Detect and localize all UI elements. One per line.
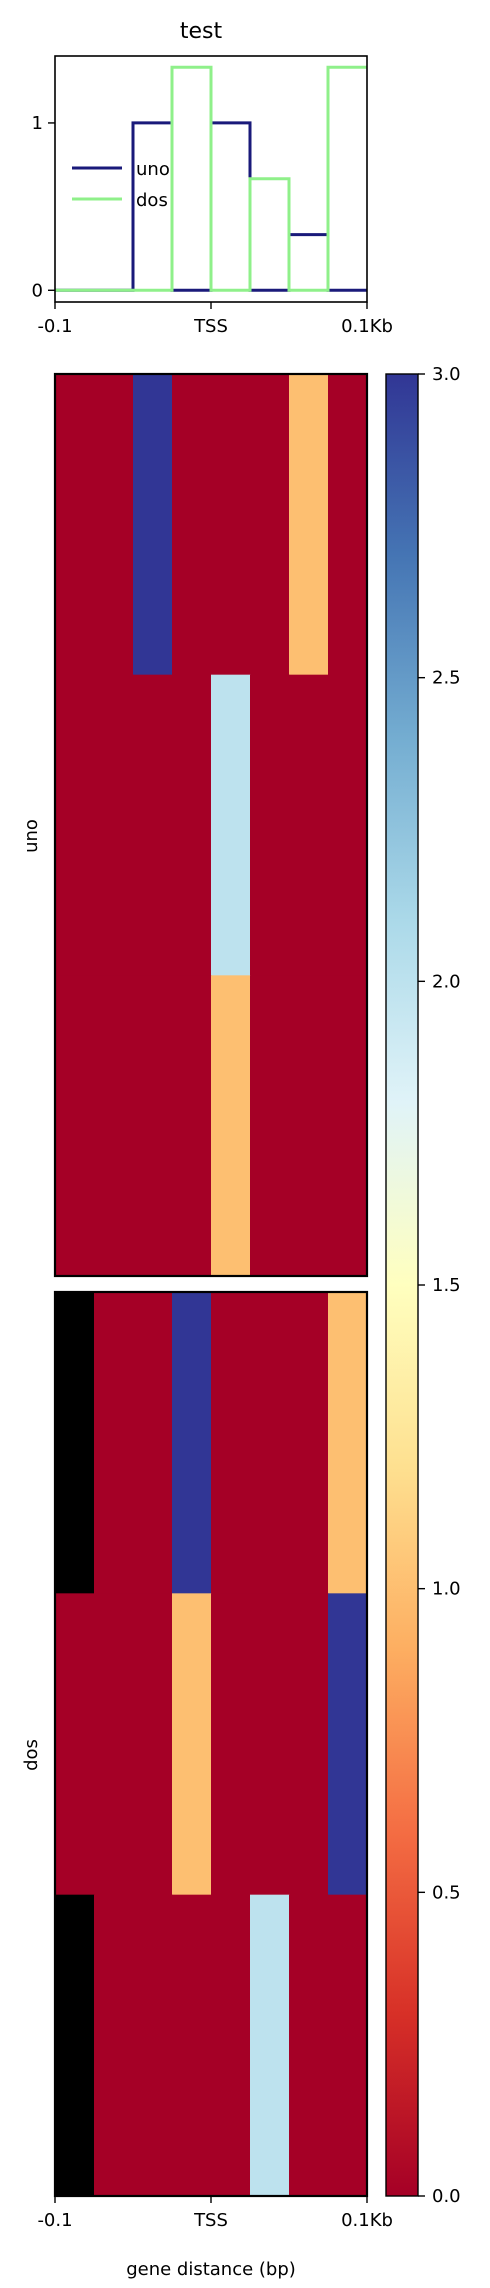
colorbar-tick-label: 1.0 xyxy=(432,1579,461,1600)
heat-cell-r1-c0 xyxy=(55,674,95,976)
heatmap-dos-ylabel: dos xyxy=(21,1739,42,1771)
heat-xtick-label: 0.1Kb xyxy=(341,2210,393,2231)
profile-ytick-label: 0 xyxy=(32,280,43,301)
heat-cell-r0-c7 xyxy=(328,374,368,676)
heat-cell-r1-c1 xyxy=(94,674,134,976)
heat-cell-r2-c1 xyxy=(94,975,134,1277)
heat-cell-r0-c0 xyxy=(55,374,95,676)
heat-cell-r2-c1 xyxy=(94,1894,134,2197)
heat-cell-r0-c6 xyxy=(289,374,329,676)
heat-cell-r0-c6 xyxy=(289,1292,329,1594)
profile-xtick-label: 0.1Kb xyxy=(341,316,393,337)
heat-cell-r1-c6 xyxy=(289,1593,329,1896)
heatmap-frame xyxy=(53,372,369,1278)
legend-label-dos: dos xyxy=(136,190,168,211)
heat-cell-r1-c7 xyxy=(328,1593,368,1896)
colorbar-ticks: 0.0 0.5 1.0 1.5 2.0 2.5 3.0 xyxy=(418,364,461,2207)
heat-cell-r1-c0 xyxy=(55,1593,95,1896)
heat-cell-r2-c0 xyxy=(55,975,95,1277)
profile-xtick-label: TSS xyxy=(193,316,228,337)
heat-cell-r1-c2 xyxy=(133,674,173,976)
heat-cell-r2-c0 xyxy=(55,1894,95,2197)
heat-cell-r2-c3 xyxy=(172,975,212,1277)
heat-cell-r0-c1 xyxy=(94,374,134,676)
heat-cell-r0-c7 xyxy=(328,1292,368,1594)
heat-cell-r1-c1 xyxy=(94,1593,134,1896)
colorbar-tick-label: 3.0 xyxy=(432,364,461,385)
heat-cell-r2-c3 xyxy=(172,1894,212,2197)
heat-cell-r0-c4 xyxy=(211,1292,251,1594)
heat-xtick-label: -0.1 xyxy=(37,2210,72,2231)
profile-lines xyxy=(55,65,367,292)
profile-plot: test 01 -0.1 TSS 0.1Kb uno dos xyxy=(32,19,393,337)
heat-cell-r0-c2 xyxy=(133,1292,173,1594)
heatmap-uno-ylabel: uno xyxy=(21,819,42,853)
legend: uno dos xyxy=(72,159,170,211)
heat-cell-r2-c4 xyxy=(211,975,251,1277)
colorbar-tick-label: 0.0 xyxy=(432,2186,461,2207)
x-axis-label: gene distance (bp) xyxy=(126,2259,296,2280)
profile-ytick-label: 1 xyxy=(32,113,43,134)
heat-cell-r1-c4 xyxy=(211,674,251,976)
colorbar-gradient xyxy=(386,374,418,2196)
heat-cell-r1-c3 xyxy=(172,674,212,976)
legend-label-uno: uno xyxy=(136,159,170,180)
heat-cell-r1-c5 xyxy=(250,1593,290,1896)
heat-cell-r1-c3 xyxy=(172,1593,212,1896)
colorbar-tick-label: 1.5 xyxy=(432,1275,461,1296)
heat-cell-r0-c5 xyxy=(250,1292,290,1594)
colorbar-tick-label: 0.5 xyxy=(432,1882,461,1903)
heat-cell-r1-c7 xyxy=(328,674,368,976)
profile-title: test xyxy=(180,19,223,44)
heat-cell-r0-c3 xyxy=(172,374,212,676)
heat-cell-r0-c4 xyxy=(211,374,251,676)
heat-cell-r1-c4 xyxy=(211,1593,251,1896)
heat-cell-r2-c7 xyxy=(328,1894,368,2197)
heat-cell-r2-c2 xyxy=(133,1894,173,2197)
heat-cell-r1-c6 xyxy=(289,674,329,976)
heat-cell-r0-c1 xyxy=(94,1292,134,1594)
colorbar-tick-label: 2.0 xyxy=(432,971,461,992)
heat-cell-r2-c6 xyxy=(289,975,329,1277)
heat-cell-r2-c4 xyxy=(211,1894,251,2197)
heat-cell-r1-c2 xyxy=(133,1593,173,1896)
profile-x-axis: -0.1 TSS 0.1Kb xyxy=(37,302,393,337)
heatmap-uno xyxy=(53,372,369,1278)
heat-cell-r2-c6 xyxy=(289,1894,329,2197)
heat-cell-r2-c2 xyxy=(133,975,173,1277)
heat-cell-r1-c5 xyxy=(250,674,290,976)
heat-cell-r0-c0 xyxy=(55,1292,95,1594)
line-series-dos xyxy=(55,65,367,292)
heatmap-dos: -0.1 TSS 0.1Kb xyxy=(37,1290,393,2231)
profile-y-axis: 01 xyxy=(32,113,55,301)
heat-xtick-label: TSS xyxy=(193,2210,228,2231)
heat-cell-r2-c5 xyxy=(250,975,290,1277)
colorbar: 0.0 0.5 1.0 1.5 2.0 2.5 3.0 xyxy=(385,364,461,2207)
heat-cell-r2-c5 xyxy=(250,1894,290,2197)
heat-cell-r0-c3 xyxy=(172,1292,212,1594)
heat-cell-r2-c7 xyxy=(328,975,368,1277)
profile-xtick-label: -0.1 xyxy=(37,316,72,337)
colorbar-tick-label: 2.5 xyxy=(432,668,461,689)
heat-cell-r0-c2 xyxy=(133,374,173,676)
heat-cell-r0-c5 xyxy=(250,374,290,676)
